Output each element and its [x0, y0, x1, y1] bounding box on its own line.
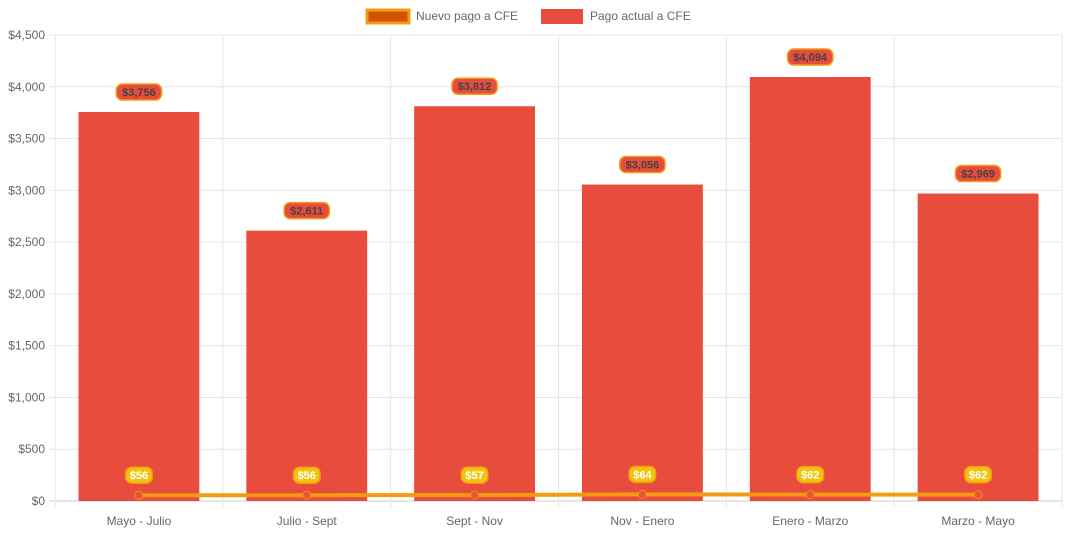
legend-swatch-nuevo: [365, 8, 411, 25]
x-axis: Mayo - Julio Julio - Sept Sept - Nov Nov - …: [107, 514, 1016, 528]
legend-label-actual: Pago actual a CFE: [590, 9, 691, 23]
bar: [581, 184, 703, 501]
legend-label-nuevo: Nuevo pago a CFE: [416, 9, 518, 23]
x-tick-label: Marzo - Mayo: [941, 514, 1015, 528]
line-point: [302, 490, 312, 500]
line-point: [805, 490, 815, 500]
line-data-label-badge: [292, 466, 321, 484]
line-data-label: $62: [801, 470, 819, 482]
bar: [414, 106, 536, 502]
bar: [749, 77, 871, 502]
line-data-label: $56: [298, 470, 316, 482]
x-tick-label: Mayo - Julio: [107, 514, 172, 528]
bar-data-label: $3,812: [458, 81, 492, 93]
x-tick-label: Enero - Marzo: [772, 514, 848, 528]
grid: [49, 34, 1063, 507]
y-tick-label: $2,000: [8, 287, 45, 301]
line-data-label-badge: [124, 466, 153, 484]
y-tick-label: $1,500: [8, 339, 45, 353]
line-series: [134, 489, 983, 500]
bar-data-label-badge: [283, 201, 331, 220]
y-tick-label: $2,500: [8, 235, 45, 249]
y-tick-label: $4,500: [8, 28, 45, 42]
line-data-label-badge: [628, 465, 657, 484]
y-tick-label: $4,000: [8, 80, 45, 94]
line-data-label: $57: [465, 470, 483, 482]
legend: Nuevo pago a CFE Pago actual a CFE: [365, 8, 691, 25]
bar-data-label-badge: [619, 155, 666, 174]
bar-series: [78, 77, 1039, 502]
line-point: [470, 490, 480, 500]
bar-data-label: $2,611: [290, 206, 323, 218]
bar-data-label: $3,756: [122, 87, 156, 99]
legend-swatch-actual: [541, 9, 583, 24]
x-tick-label: Sept - Nov: [446, 514, 503, 528]
line-data-label-badge: [964, 465, 993, 484]
y-tick-label: $500: [18, 442, 45, 456]
line-data-label: $56: [130, 470, 148, 482]
bar: [917, 193, 1039, 501]
y-tick-label: $3,500: [8, 132, 45, 146]
line-point: [637, 489, 647, 499]
line-path: [138, 492, 979, 498]
line-data-label-badge: [460, 466, 489, 484]
y-tick-label: $0: [32, 494, 46, 508]
bar: [78, 112, 200, 501]
bar-data-label-badge: [115, 83, 163, 101]
bar-data-label-badge: [451, 77, 498, 95]
y-tick-label: $1,000: [8, 390, 45, 404]
bar-data-label-badge: [954, 164, 1002, 183]
x-tick-label: Julio - Sept: [277, 514, 338, 528]
x-tick-label: Nov - Enero: [610, 514, 674, 528]
line-data-label: $62: [969, 470, 987, 482]
bar-data-label-badge: [786, 48, 834, 66]
y-axis: $0 $500 $1,000 $1,500 $2,000 $2,500 $3,000 $3,5…: [8, 28, 45, 508]
line-data-label-badge: [796, 465, 825, 484]
bar-data-label: $2,969: [961, 169, 995, 181]
y-tick-label: $3,000: [8, 183, 45, 197]
line-point: [134, 490, 144, 500]
bar-data-label: $3,056: [626, 160, 660, 172]
line-point: [973, 490, 983, 500]
data-labels: $3,756 $2,611 $3,812 $3,056 $4,094 $2,969 $56 $…: [115, 48, 1002, 484]
bar-data-label: $4,094: [793, 52, 828, 64]
bar: [246, 230, 368, 501]
line-data-label: $64: [633, 469, 652, 481]
